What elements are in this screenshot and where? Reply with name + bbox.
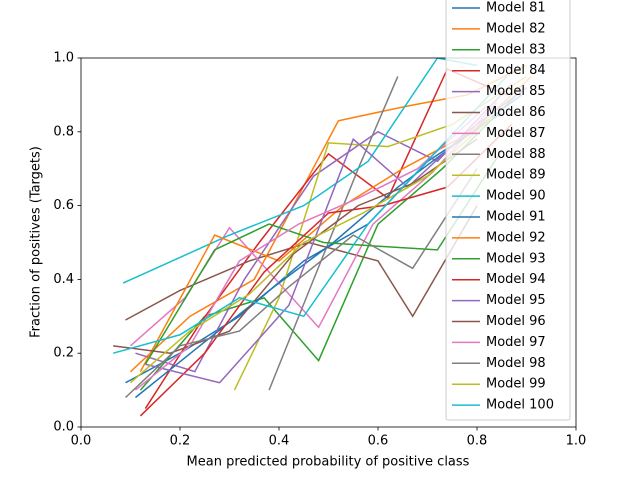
series-line	[135, 83, 513, 373]
legend-label: Model 92	[486, 230, 546, 245]
series-line	[130, 116, 493, 384]
y-tick-label: 0.2	[53, 346, 74, 361]
series-line	[112, 75, 508, 354]
x-tick-label: 1.0	[566, 434, 587, 449]
legend-label: Model 96	[486, 314, 546, 329]
legend-label: Model 82	[486, 21, 546, 36]
legend-label: Model 86	[486, 105, 546, 120]
x-tick-label: 0.4	[269, 434, 290, 449]
legend-box	[445, 0, 571, 421]
y-tick-label: 0.0	[53, 420, 74, 435]
series-line	[144, 149, 503, 365]
legend-label: Model 88	[486, 147, 546, 162]
legend: Model 81 Model 82 Model 83 Model 84 Model 85…	[445, 0, 571, 421]
legend-label: Model 97	[486, 335, 546, 350]
legend-label: Model 93	[486, 251, 546, 266]
legend-label: Model 99	[486, 377, 546, 392]
legend-label: Model 87	[486, 126, 546, 141]
series-line	[125, 168, 478, 399]
legend-label: Model 89	[486, 168, 546, 183]
series-line	[113, 138, 478, 354]
legend-label: Model 100	[486, 398, 554, 413]
legend-label: Model 91	[486, 210, 546, 225]
legend-label: Model 98	[486, 356, 546, 371]
x-tick-label: 0.8	[467, 434, 488, 449]
x-tick-label: 0.2	[170, 434, 191, 449]
legend-label: Model 95	[486, 293, 546, 308]
axes-frame	[80, 57, 577, 428]
series-line	[134, 105, 488, 391]
y-tick-label: 0.6	[53, 198, 74, 213]
legend-label: Model 83	[486, 42, 546, 57]
legend-label: Model 94	[486, 272, 546, 287]
x-tick-label: 0.6	[368, 434, 389, 449]
legend-label: Model 90	[486, 189, 546, 204]
legend-label: Model 81	[486, 1, 546, 16]
y-tick-label: 0.4	[53, 272, 74, 287]
legend-label: Model 84	[486, 63, 546, 78]
y-tick-label: 0.8	[53, 124, 74, 139]
y-axis-label: Fraction of positives (Targets)	[29, 146, 44, 338]
series-line	[268, 76, 399, 391]
x-axis-label: Mean predicted probability of positive c…	[187, 455, 470, 470]
legend-label: Model 85	[486, 84, 546, 99]
x-tick-label: 0.0	[71, 434, 92, 449]
y-tick-label: 1.0	[53, 51, 74, 66]
